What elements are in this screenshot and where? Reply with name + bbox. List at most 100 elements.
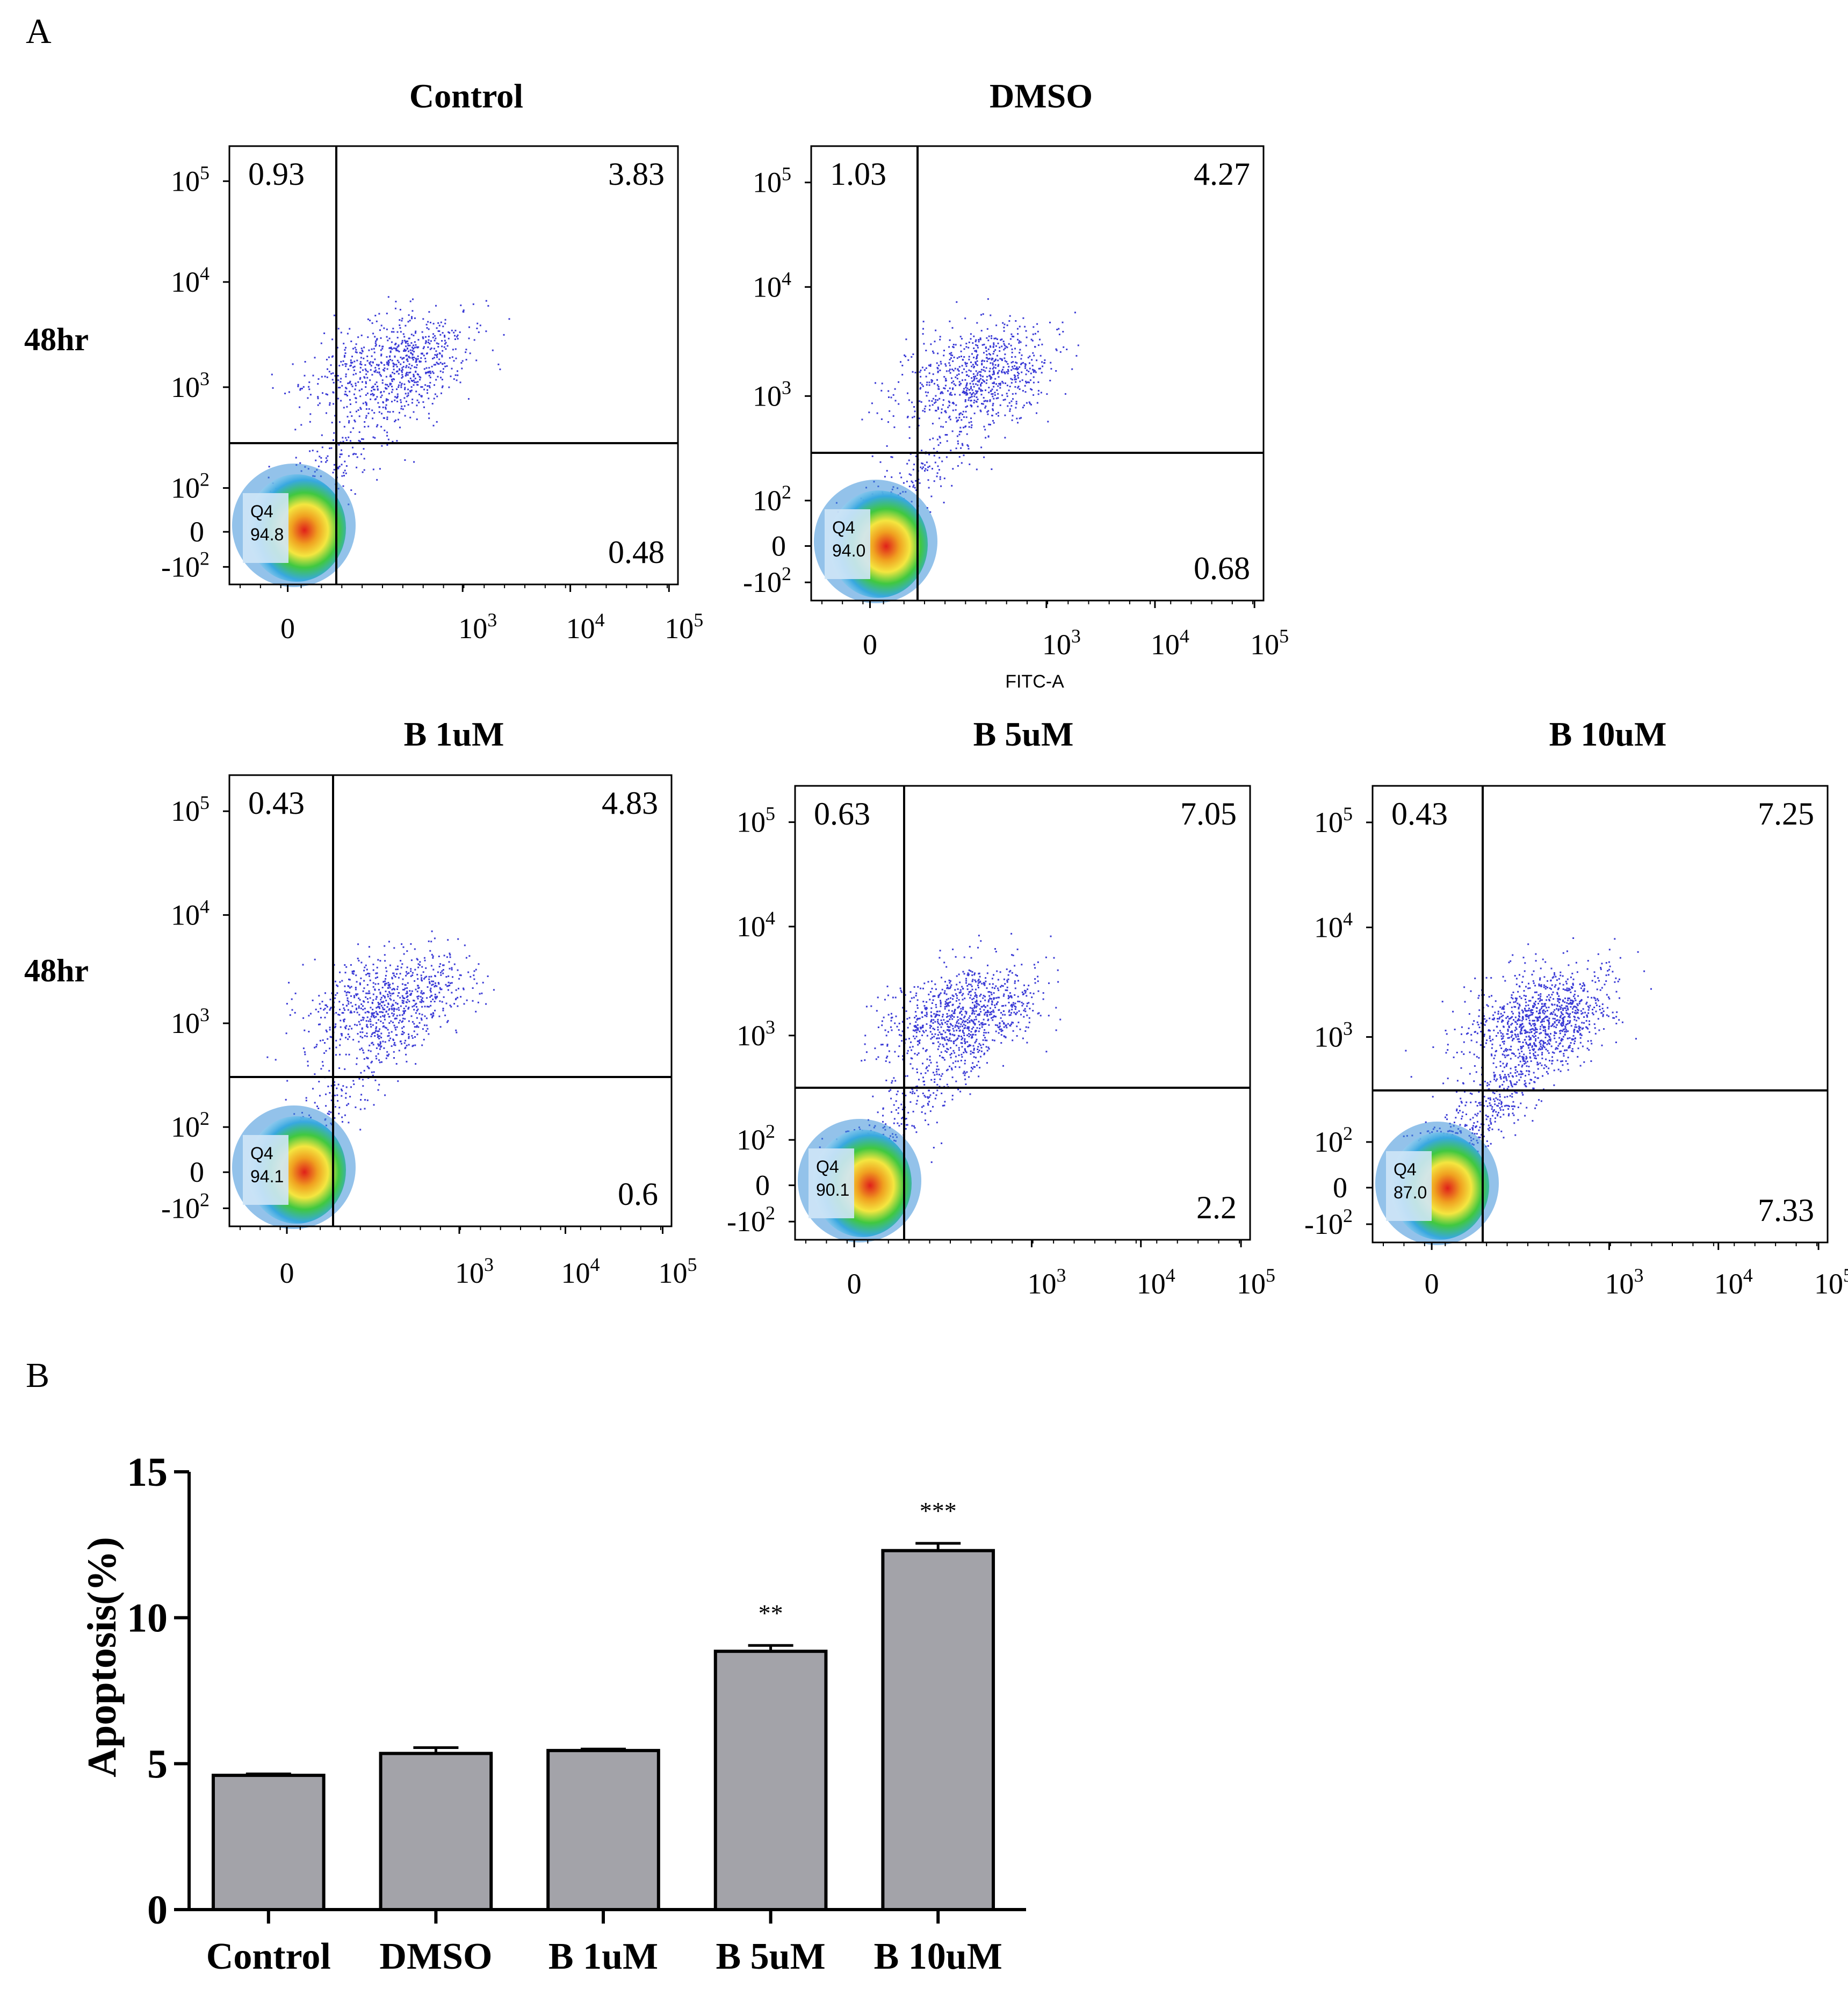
x-tick-label: 103 [1042,625,1081,661]
y-tick-label: 103 [737,1016,775,1052]
y-tick-label: 103 [753,377,791,412]
x-tick-label: 103 [455,1254,494,1289]
x-tick-label: 104 [566,609,605,645]
y-tick-label: 102 [1314,1123,1353,1158]
gate-name: Q4 [832,518,855,537]
quadrant-q3-value: 7.33 [1758,1192,1814,1228]
panel-title: B 10uM [1549,715,1667,753]
x-tick-label: 0 [863,628,877,661]
y-tick-label: 0 [190,516,204,548]
flow-panel: B 10uM-102010210310410501031041050.437.2… [1304,715,1848,1300]
panel-title: B 5uM [973,715,1074,753]
quadrant-q4-value: 94.8 [250,525,284,544]
quadrant-q4-value: 94.0 [832,541,865,560]
x-tick-label: 104 [1137,1264,1175,1300]
apoptosis-bar-chart: Apoptosis(%) 0 5 10 15 Control DMSO B 1uM B 5uM… [80,1450,1026,1977]
quadrant-q2-value: 4.27 [1194,156,1250,192]
quadrant-q1-value: 0.43 [1391,796,1448,832]
gate-label-box [243,493,288,563]
quadrant-q4-value: 94.1 [250,1167,284,1186]
y-tick-label: 104 [737,907,775,943]
bar-category-label: DMSO [379,1936,492,1977]
x-tick-label: 0 [847,1268,862,1300]
y-tick-label: 102 [737,1121,775,1156]
y-tick-label: -102 [727,1202,775,1238]
quadrant-q2-value: 4.83 [602,785,658,821]
y-tick-label: 0 [771,530,786,562]
x-tick-label: 105 [665,609,703,645]
x-tick-label: 103 [1027,1264,1066,1300]
x-tick-label: 0 [279,1257,294,1289]
x-tick-label: 105 [659,1254,697,1289]
gate-name: Q4 [250,502,273,521]
y-tick-label: 105 [171,162,210,197]
row-label-top: 48hr [24,322,89,357]
row-label-bottom: 48hr [24,953,89,988]
significance-marker: ** [759,1599,783,1627]
bar [211,1774,326,1911]
x-axis-label: FITC-A [1005,671,1064,692]
significance-marker: *** [920,1497,957,1524]
quadrant-q3-value: 2.2 [1196,1190,1237,1225]
y-tick-label: 103 [171,368,210,403]
bar-category-label: B 1uM [548,1936,658,1977]
y-tick-label: -102 [743,563,791,598]
y-tick-label: 105 [171,792,210,827]
y-tick-label: -102 [161,547,210,583]
panel-frame [228,145,679,586]
quadrant-q3-value: 0.6 [618,1176,658,1212]
gate-label-box [243,1135,288,1205]
y-tick-label: 102 [171,1108,210,1143]
gate-name: Q4 [816,1157,839,1176]
bar [881,1549,995,1911]
gate-label-box [1386,1151,1432,1221]
y-tick-label: 0 [190,1156,204,1188]
bar-category-label: B 10uM [874,1936,1002,1977]
quadrant-q1-value: 0.43 [248,785,305,821]
bar-category-label: Control [206,1936,331,1977]
x-tick-label: 105 [1814,1264,1848,1300]
gate-name: Q4 [250,1144,273,1163]
y-tick-label: 102 [171,468,210,504]
gate-name: Q4 [1394,1160,1417,1179]
y-tick-label: 104 [171,895,210,931]
bar-category-label: B 5uM [716,1936,825,1977]
bar [379,1752,493,1911]
quadrant-q1-value: 0.63 [814,796,870,832]
y-tick-label: 102 [753,481,791,517]
y-tick-label: -102 [161,1189,210,1224]
bar-y-tick-label: 0 [147,1888,168,1933]
y-tick-label: 103 [171,1004,210,1039]
quadrant-q3-value: 0.48 [608,534,665,570]
bar-y-tick-label: 10 [127,1596,168,1641]
bar-y-tick-label: 5 [147,1741,168,1787]
x-tick-label: 105 [1237,1264,1275,1300]
x-tick-label: 103 [458,609,497,645]
y-tick-label: 104 [171,263,210,298]
x-tick-label: 0 [1425,1268,1439,1300]
gate-label-box [808,1148,854,1218]
x-tick-label: 104 [1714,1264,1753,1300]
y-tick-label: 103 [1314,1018,1353,1053]
quadrant-q3-value: 0.68 [1194,551,1250,586]
panel-frame [228,774,673,1227]
panel-frame [794,785,1251,1241]
y-tick-label: 0 [1333,1172,1347,1204]
quadrant-q4-value: 87.0 [1394,1183,1427,1202]
quadrant-q1-value: 0.93 [248,156,305,192]
x-tick-label: 104 [561,1254,600,1289]
bar-y-axis-label: Apoptosis(%) [80,1537,125,1777]
panel-frame [810,145,1265,602]
panel-label-a: A [26,12,52,51]
bar [713,1650,828,1911]
panel-title: B 1uM [404,715,504,753]
panel-frame [1371,785,1829,1244]
y-tick-label: 105 [737,803,775,839]
quadrant-q2-value: 7.25 [1758,796,1814,832]
bar-y-tick-label: 15 [127,1450,168,1495]
